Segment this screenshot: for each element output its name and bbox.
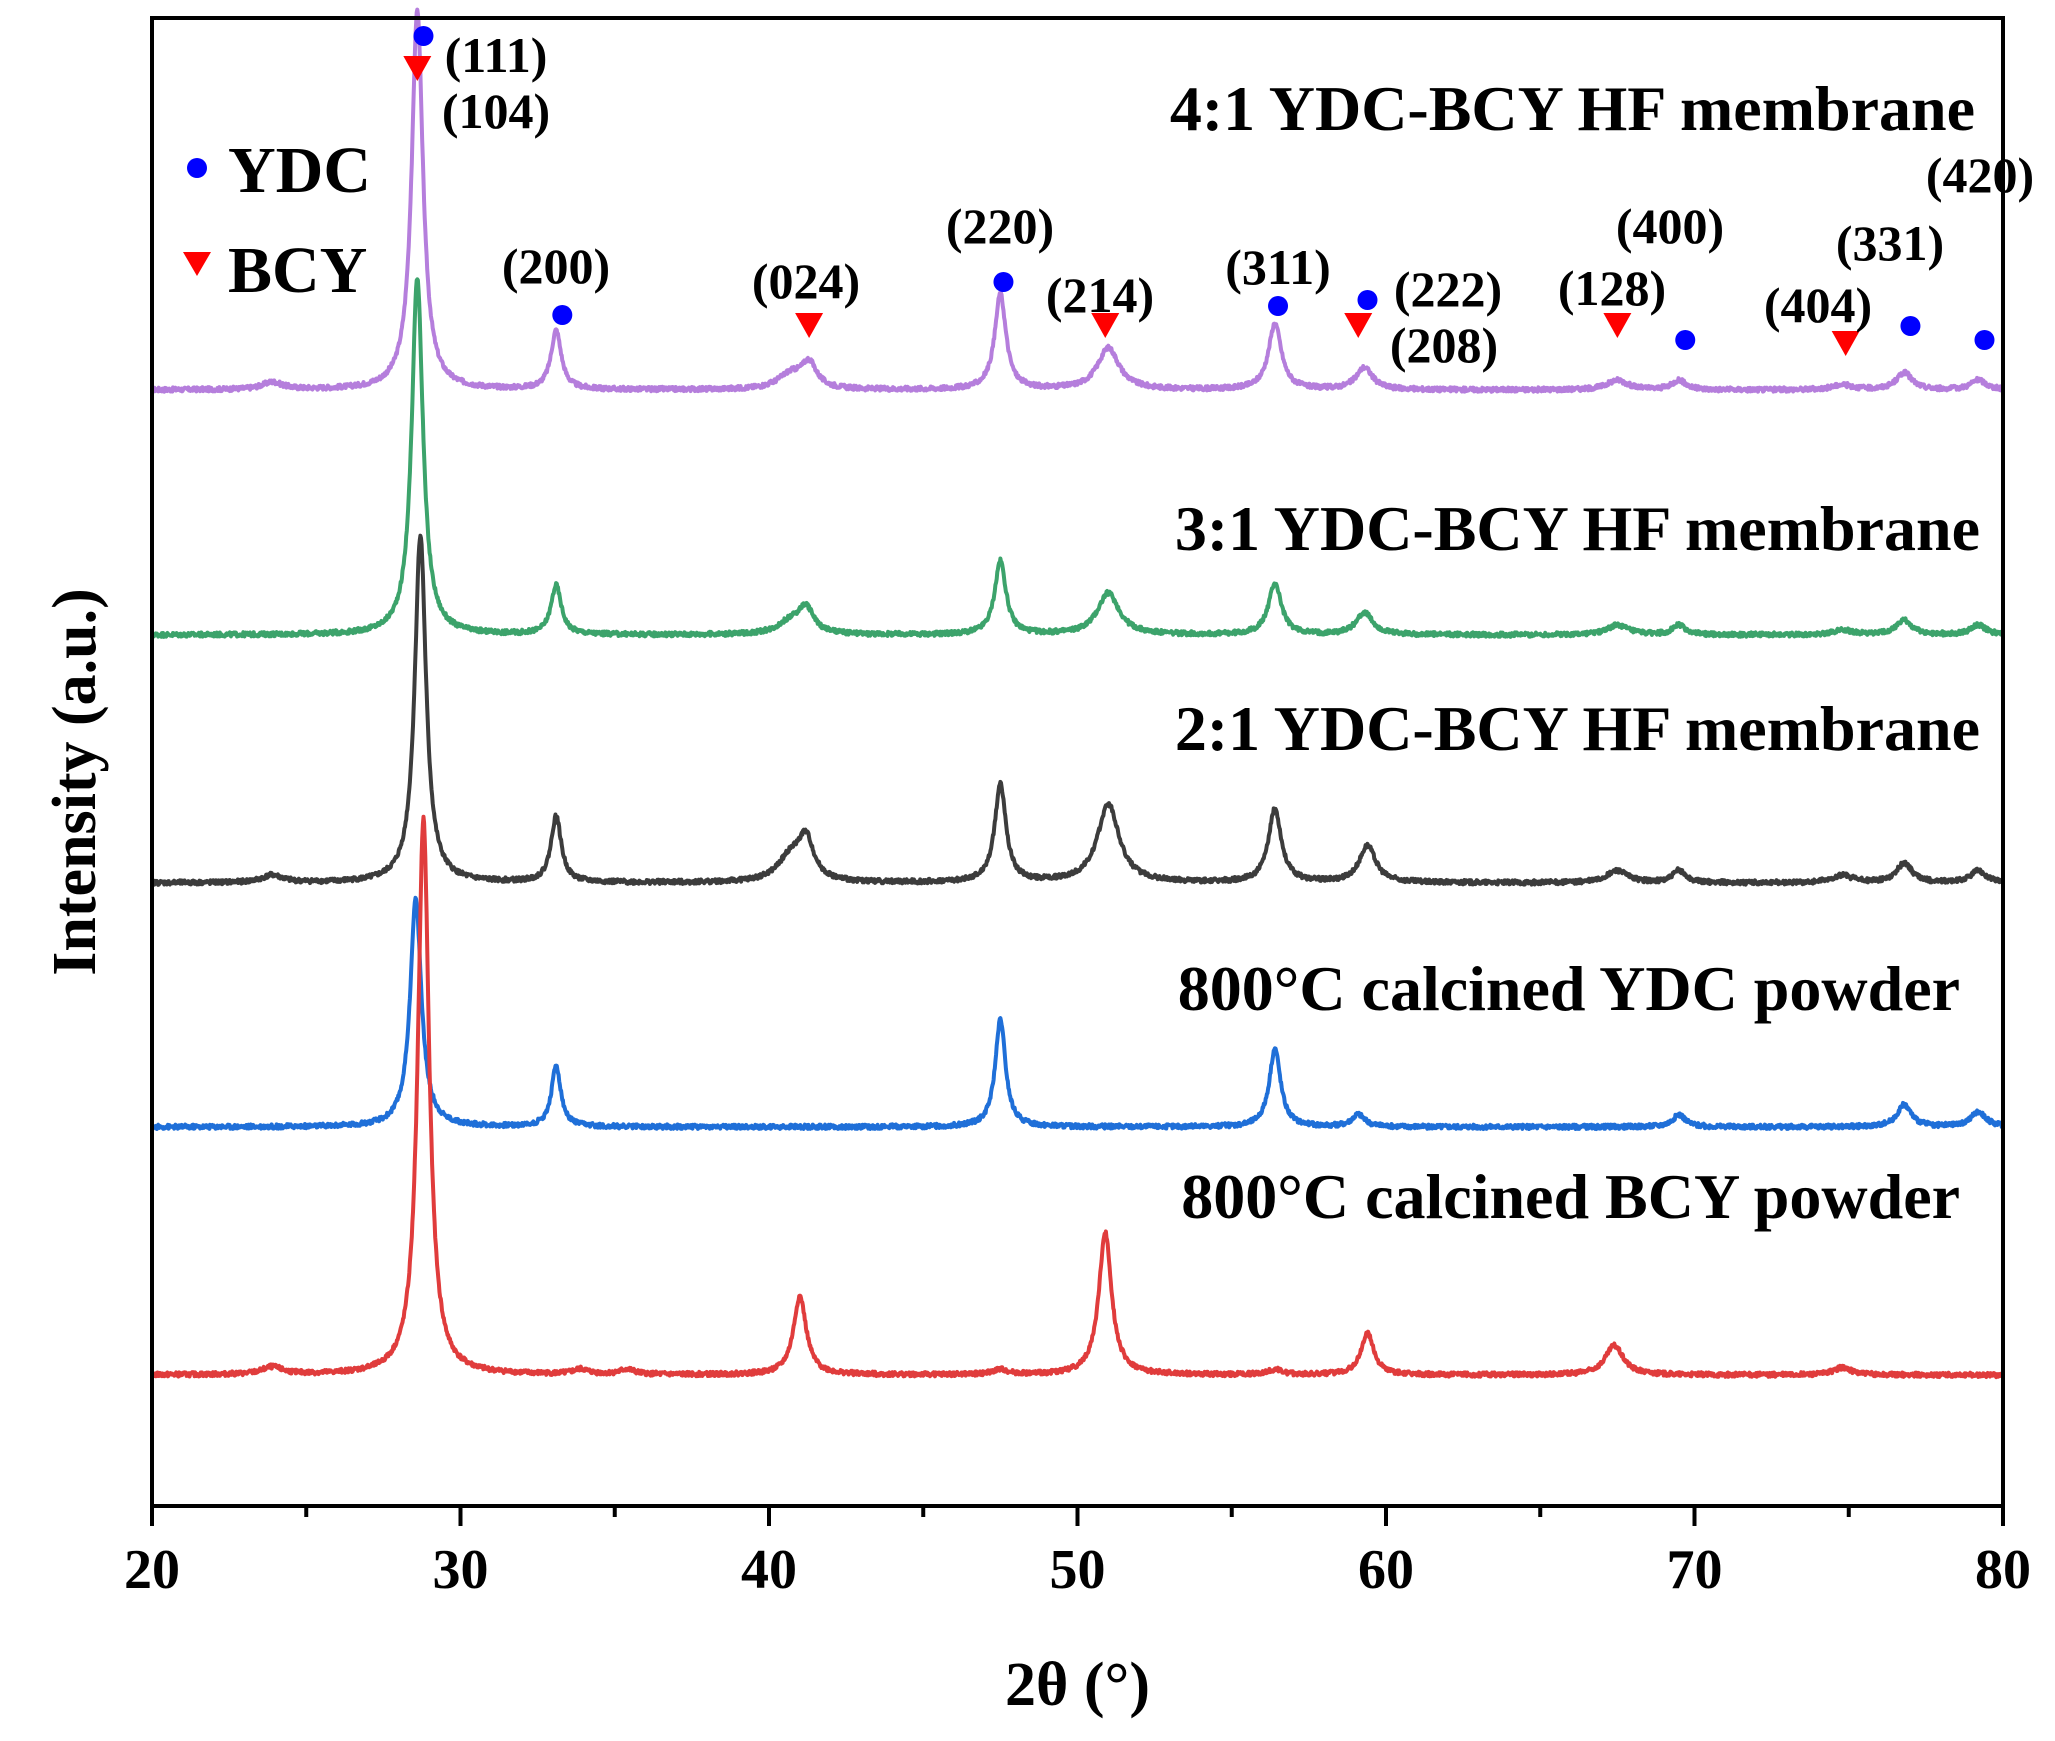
series-line-2: [150, 533, 2005, 887]
series-label-4: 800°C calcined BCY powder: [1181, 1161, 1960, 1232]
series-label-3: 800°C calcined YDC powder: [1178, 953, 1960, 1024]
x-tick-label-20: 20: [124, 1539, 180, 1601]
x-axis-title: 2θ (°): [1005, 1651, 1150, 1719]
x-tick-label-40: 40: [741, 1539, 797, 1601]
ydc-hkl-label-6: (331): [1836, 215, 1944, 271]
bcy-marker-1: [795, 313, 824, 338]
hkl-label-group: (111) (200) (220) (311) (222) (400) (331) (420)…: [442, 27, 2034, 373]
ydc-hkl-label-7: (420): [1926, 147, 2034, 203]
bcy-hkl-label-5: (404): [1764, 277, 1872, 333]
x-ticks-group: 20 30 40 50 60 70 80: [124, 1506, 2031, 1601]
series-label-1: 3:1 YDC-BCY HF membrane: [1175, 493, 1980, 564]
x-tick-label-70: 70: [1667, 1539, 1723, 1601]
legend-ydc-label: YDC: [228, 134, 371, 207]
marker-group: [403, 26, 1995, 356]
ydc-marker-6: [1900, 316, 1921, 336]
ydc-marker-0: [413, 26, 434, 46]
x-tick-label-60: 60: [1358, 1539, 1414, 1601]
x-tick-label-80: 80: [1975, 1539, 2031, 1601]
legend-ydc-marker: [187, 158, 207, 178]
ydc-marker-2: [993, 272, 1014, 292]
ydc-hkl-label-2: (220): [946, 198, 1054, 254]
x-tick-label-50: 50: [1050, 1539, 1106, 1601]
bcy-marker-3: [1344, 313, 1373, 338]
ydc-hkl-label-4: (222): [1394, 261, 1502, 317]
bcy-hkl-label-2: (214): [1046, 267, 1154, 323]
ydc-marker-1: [552, 305, 573, 325]
series-line-0: [150, 7, 2005, 394]
ydc-marker-3: [1268, 296, 1289, 316]
bcy-marker-4: [1603, 313, 1632, 338]
series-line-3: [150, 895, 2005, 1131]
ydc-marker-4: [1357, 290, 1378, 310]
ydc-marker-5: [1675, 330, 1696, 350]
ydc-hkl-label-0: (111): [445, 27, 548, 83]
bcy-hkl-label-3: (208): [1390, 317, 1498, 373]
ydc-marker-7: [1974, 330, 1995, 350]
ydc-hkl-label-1: (200): [502, 238, 610, 294]
bcy-marker-0: [403, 56, 432, 81]
y-axis-title: Intensity (a.u.): [41, 588, 109, 976]
bcy-marker-5: [1831, 331, 1860, 356]
series-line-4: [150, 814, 2005, 1380]
bcy-marker-2: [1091, 313, 1120, 338]
series-label-0: 4:1 YDC-BCY HF membrane: [1170, 73, 1975, 144]
legend: YDC BCY: [183, 134, 371, 307]
bcy-hkl-label-4: (128): [1558, 260, 1666, 316]
series-group: [150, 7, 2005, 1380]
series-line-1: [150, 277, 2005, 639]
bcy-hkl-label-1: (024): [752, 253, 860, 309]
x-tick-label-30: 30: [433, 1539, 489, 1601]
ydc-hkl-label-3: (311): [1225, 239, 1331, 295]
legend-bcy-label: BCY: [228, 234, 367, 307]
bcy-hkl-label-0: (104): [442, 83, 550, 139]
series-label-2: 2:1 YDC-BCY HF membrane: [1175, 693, 1980, 764]
legend-bcy-marker: [183, 252, 211, 276]
ydc-hkl-label-5: (400): [1616, 198, 1724, 254]
series-label-group: 4:1 YDC-BCY HF membrane 3:1 YDC-BCY HF me…: [1170, 73, 1980, 1232]
